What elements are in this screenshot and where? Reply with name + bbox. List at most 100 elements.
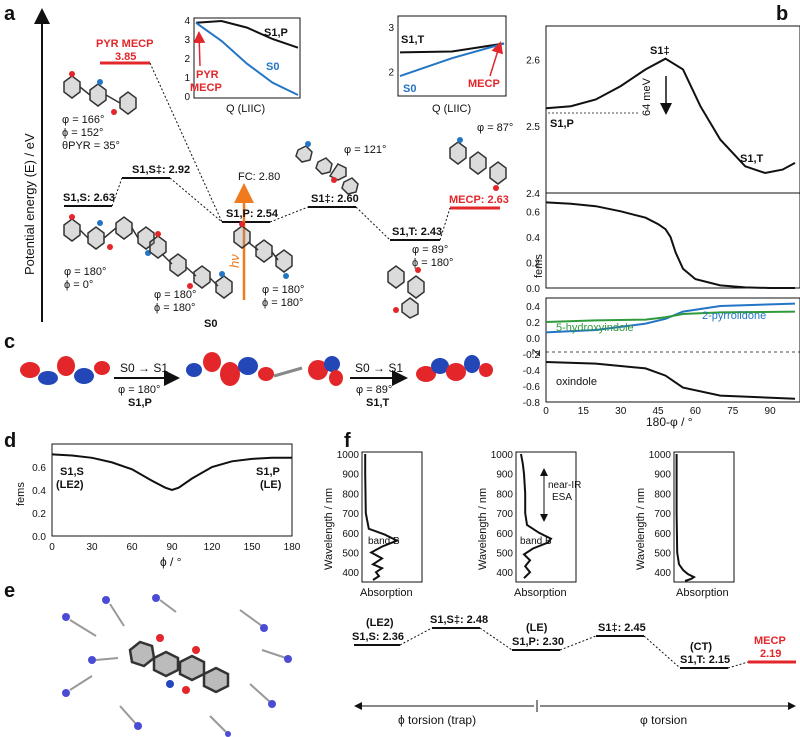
f-s1t-tag: (CT)	[690, 641, 712, 653]
inset-left-ytick: 3	[184, 35, 190, 46]
b-top-ytick: 2.5	[526, 122, 540, 133]
inset-right-ytick: 2	[388, 68, 394, 79]
d-ytick: 0.0	[32, 532, 46, 543]
b-xtick: 90	[765, 406, 777, 417]
f-ytick: 900	[654, 470, 671, 481]
inset-left: 0 1 2 3 4 S1,P S0 PYR MECP Q (LIIC)	[184, 16, 301, 115]
f-ytick: 800	[342, 489, 359, 500]
f-frame-3	[673, 451, 735, 583]
orbital-sketches	[20, 352, 493, 386]
f-ylabel-3: Wavelength / nm	[635, 488, 647, 570]
b-middle-ytick: 0.4	[526, 233, 540, 244]
s1p-angle-2: ϕ = 180°	[262, 297, 303, 309]
panel-letter-a: a	[4, 3, 16, 25]
b-oxindole-label: oxindole	[556, 376, 597, 388]
s1s-angle-2: ϕ = 0°	[64, 279, 93, 291]
d-xtick: 0	[49, 542, 55, 553]
c-right-state: S1,T	[366, 397, 390, 409]
inset-left-annot-2: MECP	[190, 82, 222, 94]
d-fems-line	[51, 453, 292, 492]
b-top-ytick: 2.6	[526, 55, 540, 66]
inset-right-ytick: 3	[388, 23, 394, 34]
f-ytick: 400	[496, 568, 513, 579]
f-frame-2	[515, 451, 577, 583]
inset-left-ytick: 2	[184, 54, 190, 65]
b-delta-label: 64 meV	[641, 77, 653, 116]
b-middle-ytick: 0.0	[526, 284, 540, 295]
b-xtick: 60	[690, 406, 702, 417]
inset-right-s0-line	[399, 42, 505, 78]
d-frame	[51, 443, 293, 537]
f-ytick: 700	[496, 509, 513, 520]
panel-f: 400 500 600 700 800 900 1000 400 500 600 700 800 900…	[323, 450, 796, 727]
d-xlabel: ϕ / °	[160, 555, 182, 569]
b-bottom-ytick: -0.6	[523, 382, 541, 393]
inset-right-s1t-line	[399, 42, 505, 54]
f-ytick: 500	[342, 548, 359, 559]
inset-left-s1p-label: S1,P	[264, 27, 288, 39]
b-middle-frame	[545, 192, 800, 289]
f-ytick: 900	[496, 470, 513, 481]
f-ytick: 800	[654, 489, 671, 500]
b-middle-ytick: 0.2	[526, 258, 540, 269]
f-s1p-tag: (LE)	[526, 622, 548, 634]
inset-left-s1p-line	[195, 19, 299, 49]
f-energy-diagram: (LE2) S1,S: 2.36 S1,S‡: 2.48 (LE) S1,P: …	[352, 614, 796, 727]
b-middle-fems-line	[545, 201, 795, 289]
panel-e-cluster	[62, 594, 292, 737]
inset-right: 2 3 S1,T S0 MECP Q (LIIC)	[388, 15, 507, 115]
b-middle-ylabel: fems	[533, 254, 545, 278]
f-mecp-value: 2.19	[760, 648, 781, 660]
f-band-b-1: band B	[368, 536, 400, 547]
d-xtick: 60	[126, 542, 138, 553]
inset-right-annot: MECP	[468, 78, 500, 90]
hv-label: hν	[227, 254, 242, 268]
f-ytick: 400	[342, 568, 359, 579]
f-ytick: 1000	[491, 450, 514, 461]
d-xtick: 90	[166, 542, 178, 553]
mecp-angle: φ = 87°	[477, 122, 513, 134]
ts-angle: φ = 121°	[344, 144, 386, 156]
panel-d: 0.0 0.2 0.4 0.6 0 30 60 90 120 150 180 S1,S (LE2)…	[15, 443, 301, 569]
f-mecp-tag: MECP	[754, 635, 786, 647]
panel-c: S0 → S1 φ = 180° S1,P S0 → S1 φ = 89° S1…	[20, 352, 493, 409]
inset-right-xlabel: Q (LIIC)	[432, 103, 471, 115]
c-right-transition: S0 → S1	[355, 361, 403, 375]
f-ytick: 500	[496, 548, 513, 559]
f-spectrum-1	[364, 454, 400, 581]
f-phi-torsion: ϕ torsion (trap)	[398, 713, 476, 727]
s1t-label: S1,T: 2.43	[392, 226, 442, 238]
b-xtick: 75	[727, 406, 739, 417]
s1s-ts-label: S1,S‡: 2.92	[132, 164, 190, 176]
b-xtick: 0	[543, 406, 549, 417]
d-ylabel: fems	[15, 482, 27, 506]
f-band-b-2: band B	[520, 536, 552, 547]
s1s-angle-1: φ = 180°	[64, 266, 106, 278]
d-right-label-1: S1,P	[256, 466, 280, 478]
b-bottom-ytick: 0.0	[526, 334, 540, 345]
s1t-angle-2: ϕ = 180°	[412, 257, 453, 269]
f-ytick: 500	[654, 548, 671, 559]
inset-right-s0-label: S0	[403, 83, 416, 95]
b-xtick: 30	[615, 406, 627, 417]
s0-angle-2: ϕ = 180°	[154, 302, 195, 314]
panel-letter-d: d	[4, 430, 16, 452]
inset-left-annot-1: PYR	[196, 69, 219, 81]
panel-a: Potential energy (E) / eV hν PYR MECP 3.…	[22, 8, 513, 330]
f-s1s-tag: (LE2)	[366, 617, 394, 629]
b-xtick: 45	[652, 406, 664, 417]
s1-ts-label: S1‡: 2.60	[311, 193, 359, 205]
b-s1t-label: S1,T	[740, 153, 764, 165]
d-ytick: 0.4	[32, 486, 46, 497]
pyr-angle-3: θPYR = 35°	[62, 140, 120, 152]
f-s1s-ts-value: S1,S‡: 2.48	[430, 614, 488, 626]
panel-letter-f: f	[344, 430, 351, 452]
b-top-energy-line	[545, 57, 796, 175]
f-ylabel-2: Wavelength / nm	[477, 488, 489, 570]
b-bottom-ytick: -0.4	[523, 366, 541, 377]
f-ytick: 600	[342, 529, 359, 540]
f-s1t-value: S1,T: 2.15	[680, 654, 730, 666]
inset-left-s0-line	[195, 21, 299, 96]
b-bottom-ytick: -0.8	[523, 398, 541, 409]
s1s-label: S1,S: 2.63	[63, 192, 115, 204]
